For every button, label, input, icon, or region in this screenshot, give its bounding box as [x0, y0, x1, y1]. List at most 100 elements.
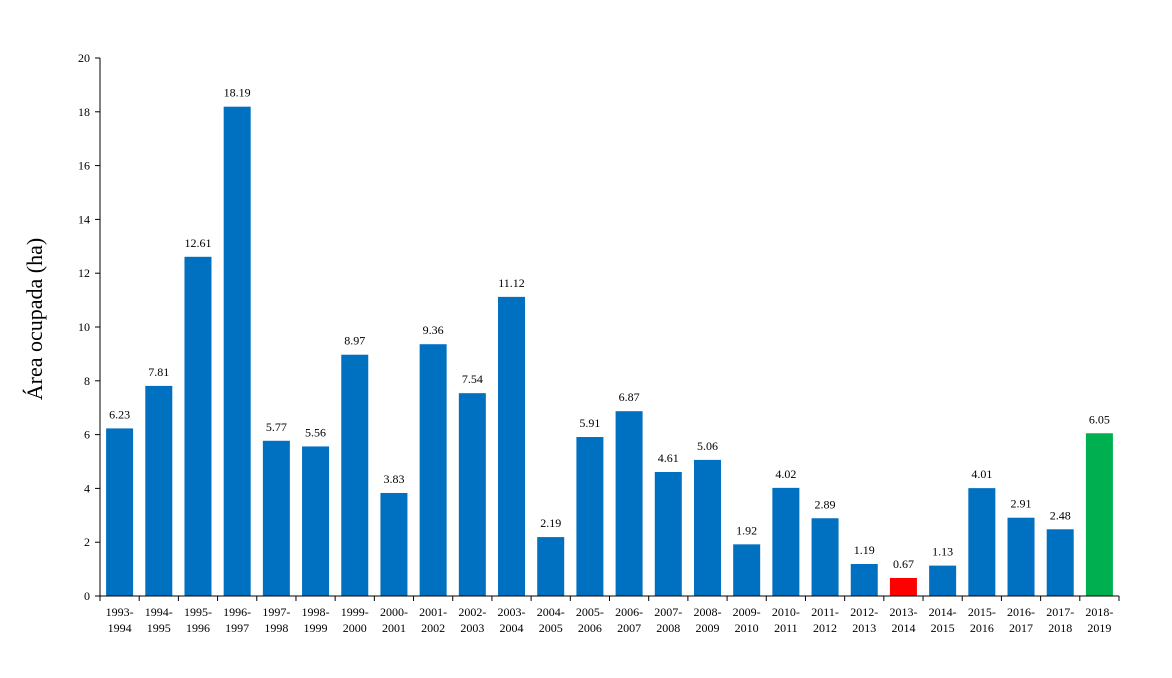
x-category-label-line2: 2005 [539, 621, 563, 635]
bar [772, 487, 800, 596]
x-category-label-line1: 1994- [145, 605, 173, 619]
y-tick-label: 16 [78, 159, 90, 173]
bar-value-label: 2.48 [1050, 508, 1071, 522]
x-category-label-line1: 1996- [223, 605, 251, 619]
x-category-label-line2: 2007 [617, 621, 641, 635]
x-category-label-line1: 1995- [184, 605, 212, 619]
bar-value-label: 6.05 [1089, 412, 1110, 426]
y-tick-label: 0 [84, 589, 90, 603]
x-axis-categories: 1993- 1994 1994- 1995 1995- 1996 1996- 1997 1997… [106, 605, 1114, 635]
bar [458, 393, 486, 596]
bar [693, 459, 721, 596]
x-category-label-line1: 2011- [811, 605, 839, 619]
x-category-label-line2: 2006 [578, 621, 602, 635]
bar [302, 446, 330, 596]
x-category-label-line1: 1993- [106, 605, 134, 619]
x-category-label-line2: 1998 [264, 621, 288, 635]
bar [1085, 433, 1113, 596]
bar [968, 488, 996, 596]
x-category-label-line1: 2013- [889, 605, 917, 619]
x-category-label-line1: 2008- [693, 605, 721, 619]
data-labels: 6.23 7.81 12.61 18.19 5.77 5.56 8.97 3.83 9.36 7.… [109, 86, 1110, 571]
y-tick-label: 20 [78, 51, 90, 65]
x-category-label-line2: 2004 [500, 621, 524, 635]
y-tick-label: 12 [78, 266, 90, 280]
bar-value-label: 1.92 [736, 523, 757, 537]
bar-value-label: 18.19 [224, 86, 251, 100]
bar-value-label: 9.36 [423, 323, 444, 337]
y-tick-label: 8 [84, 374, 90, 388]
bar-value-label: 1.19 [854, 543, 875, 557]
bar [889, 577, 917, 596]
bar-value-label: 6.87 [619, 390, 640, 404]
bar [811, 518, 839, 596]
x-category-label-line1: 2002- [458, 605, 486, 619]
bar-value-label: 4.01 [971, 467, 992, 481]
x-category-label-line2: 2003 [460, 621, 484, 635]
x-category-label-line2: 2008 [656, 621, 680, 635]
bar-value-label: 4.61 [658, 451, 679, 465]
x-category-label-line1: 2001- [419, 605, 447, 619]
bar [929, 565, 957, 596]
x-category-label-line1: 2004- [537, 605, 565, 619]
x-category-label-line2: 2001 [382, 621, 406, 635]
x-category-label-line2: 2017 [1009, 621, 1033, 635]
bar-value-label: 5.06 [697, 439, 718, 453]
bar [145, 385, 173, 596]
x-category-label-line2: 2002 [421, 621, 445, 635]
bar [1007, 517, 1035, 596]
bar [498, 296, 526, 596]
x-category-label-line2: 2000 [343, 621, 367, 635]
bar-value-label: 2.89 [815, 497, 836, 511]
bar [106, 428, 134, 596]
bar-value-label: 5.56 [305, 425, 326, 439]
bar-value-label: 8.97 [344, 334, 365, 348]
x-category-label-line2: 2012 [813, 621, 837, 635]
bar-value-label: 12.61 [184, 236, 211, 250]
bar-value-label: 1.13 [932, 545, 953, 559]
bar-value-label: 0.67 [893, 557, 914, 571]
x-category-label-line2: 2019 [1087, 621, 1111, 635]
x-category-label-line2: 1997 [225, 621, 249, 635]
x-category-label-line2: 2014 [891, 621, 915, 635]
x-category-label-line2: 1995 [147, 621, 171, 635]
bar-value-label: 5.91 [579, 416, 600, 430]
y-tick-label: 2 [84, 535, 90, 549]
bar [262, 440, 290, 596]
y-tick-label: 10 [78, 320, 90, 334]
x-category-label-line2: 2010 [735, 621, 759, 635]
x-category-label-line2: 2009 [695, 621, 719, 635]
x-category-label-line1: 2015- [968, 605, 996, 619]
bar-value-label: 3.83 [383, 472, 404, 486]
bars [106, 106, 1113, 597]
x-category-label-line1: 1999- [341, 605, 369, 619]
bar-value-label: 7.81 [148, 365, 169, 379]
x-category-label-line2: 2018 [1048, 621, 1072, 635]
x-category-label-line1: 2017- [1046, 605, 1074, 619]
x-category-label-line1: 2012- [850, 605, 878, 619]
x-category-label-line1: 2007- [654, 605, 682, 619]
bar [341, 354, 369, 596]
bar [419, 344, 447, 596]
x-category-label-line1: 2009- [733, 605, 761, 619]
bar [733, 544, 761, 596]
bar [654, 471, 682, 596]
x-category-label-line2: 2013 [852, 621, 876, 635]
x-category-label-line1: 2018- [1085, 605, 1113, 619]
bar-value-label: 6.23 [109, 407, 130, 421]
bar-value-label: 4.02 [775, 467, 796, 481]
bar [615, 411, 643, 596]
y-axis-ticks: 0 2 4 6 8 10 12 14 16 18 20 [78, 51, 1120, 603]
x-category-label-line2: 1994 [108, 621, 132, 635]
x-category-label-line1: 2010- [772, 605, 800, 619]
y-tick-label: 14 [78, 212, 90, 226]
bar-value-label: 5.77 [266, 420, 287, 434]
bar [576, 437, 604, 596]
x-category-label-line1: 1998- [302, 605, 330, 619]
x-category-label-line2: 2011 [774, 621, 798, 635]
x-category-label-line1: 2014- [929, 605, 957, 619]
x-category-label-line2: 1999 [304, 621, 328, 635]
y-tick-label: 6 [84, 428, 90, 442]
x-category-label-line1: 2003- [498, 605, 526, 619]
